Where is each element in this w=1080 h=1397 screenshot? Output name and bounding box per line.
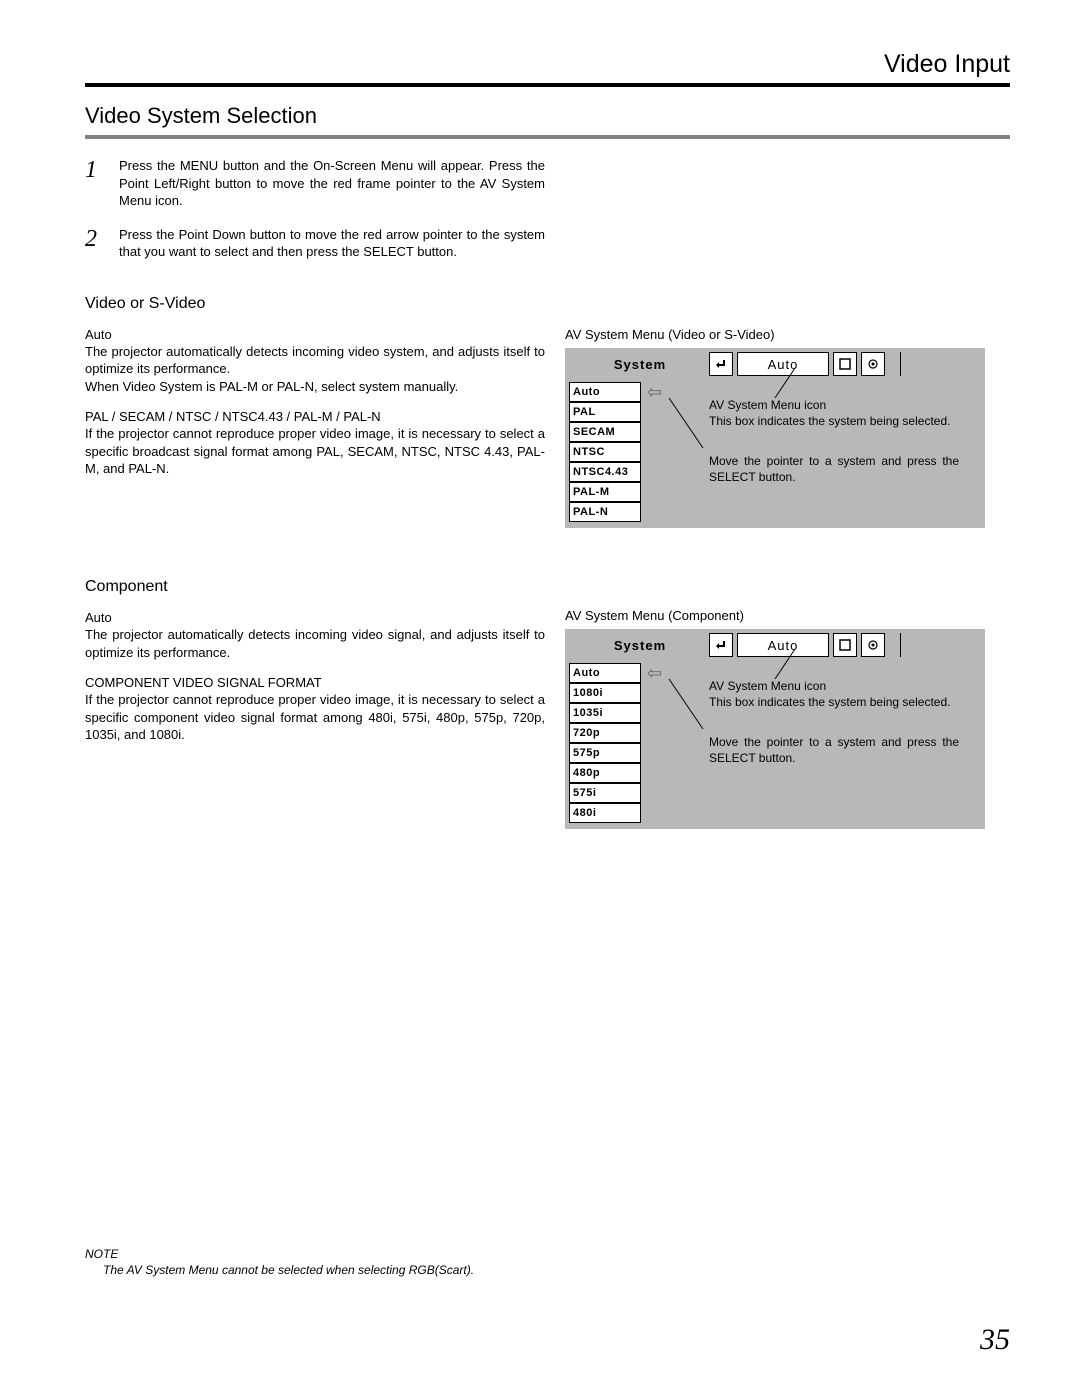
comp-fmt-body: If the projector cannot reproduce proper… xyxy=(85,691,545,744)
auto-selection-box: Auto xyxy=(737,352,829,376)
step-text: Press the MENU button and the On-Screen … xyxy=(119,157,545,210)
option-pal[interactable]: PAL xyxy=(569,402,641,422)
fmt-body: If the projector cannot reproduce proper… xyxy=(85,425,545,478)
step-text: Press the Point Down button to move the … xyxy=(119,226,545,261)
option-575p[interactable]: 575p xyxy=(569,743,641,763)
settings-icon xyxy=(861,633,885,657)
right-column: AV System Menu (Video or S-Video) System… xyxy=(565,157,995,829)
annotation-1: AV System Menu icon This box indicates t… xyxy=(709,679,959,710)
step-2: 2 Press the Point Down button to move th… xyxy=(85,226,545,261)
component-heading: Component xyxy=(85,578,545,596)
menu1-caption: AV System Menu (Video or S-Video) xyxy=(565,327,995,342)
option-480i[interactable]: 480i xyxy=(569,803,641,823)
menu2-panel: System Auto Auto 1080i 1035i xyxy=(565,629,985,829)
annotation-1: AV System Menu icon This box indicates t… xyxy=(709,398,959,429)
pointer-arrow-icon: ⇦ xyxy=(647,382,671,402)
comp-auto-body: The projector automatically detects inco… xyxy=(85,626,545,661)
note-block: NOTE The AV System Menu cannot be select… xyxy=(85,1247,474,1277)
page-number: 35 xyxy=(980,1323,1010,1357)
step-1: 1 Press the MENU button and the On-Scree… xyxy=(85,157,545,210)
page-header: Video Input xyxy=(85,50,1010,79)
menu2-options: Auto 1080i 1035i 720p 575p 480p 575i 480… xyxy=(569,663,641,823)
option-auto[interactable]: Auto xyxy=(569,382,641,402)
video-heading: Video or S-Video xyxy=(85,295,545,313)
section-rule xyxy=(85,135,1010,139)
fmt-title: PAL / SECAM / NTSC / NTSC4.43 / PAL-M / … xyxy=(85,409,545,424)
section-title: Video System Selection xyxy=(85,103,1010,129)
step-number: 2 xyxy=(85,226,119,253)
option-palm[interactable]: PAL-M xyxy=(569,482,641,502)
settings-icon xyxy=(861,352,885,376)
partial-icon xyxy=(889,352,901,376)
auto-selection-box: Auto xyxy=(737,633,829,657)
header-rule xyxy=(85,83,1010,87)
option-ntsc[interactable]: NTSC xyxy=(569,442,641,462)
system-label: System xyxy=(575,638,705,653)
annotation-2: Move the pointer to a system and press t… xyxy=(709,735,959,766)
auto-body: The projector automatically detects inco… xyxy=(85,343,545,396)
option-720p[interactable]: 720p xyxy=(569,723,641,743)
option-1080i[interactable]: 1080i xyxy=(569,683,641,703)
option-575i[interactable]: 575i xyxy=(569,783,641,803)
note-text: The AV System Menu cannot be selected wh… xyxy=(103,1263,474,1277)
return-icon xyxy=(709,352,733,376)
option-paln[interactable]: PAL-N xyxy=(569,502,641,522)
option-1035i[interactable]: 1035i xyxy=(569,703,641,723)
pointer-arrow-icon: ⇦ xyxy=(647,663,671,683)
auto-title: Auto xyxy=(85,327,545,342)
annotation-2: Move the pointer to a system and press t… xyxy=(709,454,959,485)
comp-auto-title: Auto xyxy=(85,610,545,625)
system-label: System xyxy=(575,357,705,372)
partial-icon xyxy=(889,633,901,657)
note-label: NOTE xyxy=(85,1247,474,1261)
return-icon xyxy=(709,633,733,657)
option-secam[interactable]: SECAM xyxy=(569,422,641,442)
comp-fmt-title: COMPONENT VIDEO SIGNAL FORMAT xyxy=(85,675,545,690)
option-ntsc443[interactable]: NTSC4.43 xyxy=(569,462,641,482)
menu2-caption: AV System Menu (Component) xyxy=(565,608,995,623)
menu1-panel: System Auto Auto PAL SECAM NTSC N xyxy=(565,348,985,528)
option-auto[interactable]: Auto xyxy=(569,663,641,683)
option-480p[interactable]: 480p xyxy=(569,763,641,783)
menu1-options: Auto PAL SECAM NTSC NTSC4.43 PAL-M PAL-N xyxy=(569,382,641,522)
square-icon xyxy=(833,352,857,376)
step-number: 1 xyxy=(85,157,119,184)
left-column: 1 Press the MENU button and the On-Scree… xyxy=(85,157,545,829)
square-icon xyxy=(833,633,857,657)
